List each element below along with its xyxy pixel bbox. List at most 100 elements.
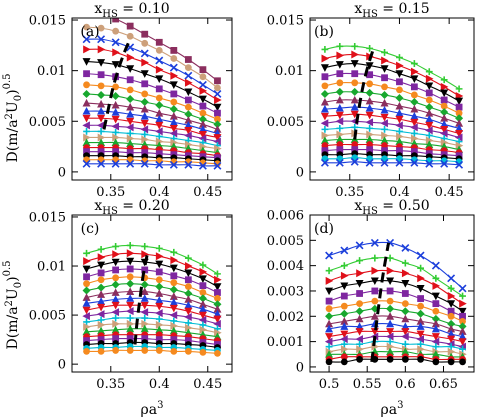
data-point — [141, 319, 149, 328]
data-point — [410, 158, 419, 167]
panel-d: 0.5 0.55 0.6 0.65 0 0.001 0.002 0.003 0.004 0.005… — [267, 209, 475, 392]
data-point — [198, 80, 207, 89]
series-line — [324, 126, 460, 143]
data-point — [141, 314, 149, 322]
data-point — [417, 345, 425, 354]
data-point — [355, 335, 363, 344]
panel-label: (d) — [314, 221, 334, 237]
data-point — [97, 326, 106, 335]
data-point — [431, 324, 440, 333]
panel-b-title: xHS = 0.15 — [354, 1, 429, 20]
data-point — [321, 54, 330, 63]
data-point — [140, 280, 149, 289]
data-point — [365, 96, 374, 105]
data-point — [416, 335, 425, 344]
data-point — [381, 131, 389, 140]
data-point — [371, 254, 379, 262]
data-point — [184, 262, 193, 271]
data-point — [425, 82, 434, 91]
data-point — [184, 276, 192, 284]
data-point — [401, 314, 410, 323]
data-point — [335, 103, 344, 112]
data-point — [97, 35, 106, 44]
data-point — [97, 106, 106, 115]
data-point — [155, 302, 164, 311]
panel-a-title: xHS = 0.10 — [94, 1, 169, 20]
x-tick-label: 0.5 — [319, 377, 340, 392]
data-point — [440, 102, 448, 110]
data-point — [325, 305, 333, 313]
series-line — [86, 151, 218, 159]
data-point — [82, 89, 91, 98]
data-point — [126, 335, 134, 343]
data-point — [447, 274, 456, 283]
data-point — [395, 158, 404, 167]
series-line — [86, 244, 218, 275]
data-point — [340, 292, 348, 300]
series-line — [328, 340, 463, 350]
data-point — [417, 340, 425, 348]
data-point — [396, 128, 403, 135]
data-point — [198, 161, 207, 170]
data-point — [111, 38, 120, 47]
data-point — [111, 115, 120, 124]
data-point — [96, 310, 105, 319]
dashed-curve — [102, 42, 130, 130]
data-point — [458, 332, 467, 340]
data-point — [184, 313, 192, 322]
data-point — [184, 323, 193, 332]
data-point — [355, 279, 364, 288]
data-point — [340, 353, 348, 361]
data-point — [447, 312, 455, 320]
data-point — [184, 254, 192, 262]
series-line — [86, 338, 218, 346]
data-point — [425, 68, 433, 76]
data-point — [126, 130, 134, 137]
data-point — [401, 322, 410, 330]
data-point — [416, 317, 425, 325]
data-point — [82, 293, 91, 301]
series-line — [86, 341, 218, 349]
data-point — [198, 305, 207, 313]
data-point — [365, 111, 374, 120]
data-point — [355, 314, 364, 323]
data-point — [213, 305, 222, 313]
data-point — [356, 257, 363, 264]
data-point — [365, 135, 374, 143]
data-point — [381, 49, 388, 56]
data-point — [335, 87, 344, 96]
panel-b: 0.35 0.4 0.45 0 0.005 0.01 0.015 (b) — [267, 14, 475, 200]
data-point — [410, 91, 418, 99]
data-point — [140, 301, 149, 310]
data-point — [325, 343, 333, 351]
data-point — [213, 134, 222, 142]
data-point — [366, 124, 374, 132]
data-point — [83, 45, 91, 54]
series-line — [324, 153, 460, 160]
data-point — [97, 138, 106, 146]
data-point — [410, 104, 419, 113]
data-point — [169, 160, 178, 169]
x-tick-label: 0.55 — [353, 377, 382, 392]
data-point — [126, 149, 134, 157]
data-point — [386, 287, 394, 295]
data-point — [199, 267, 208, 276]
y-tick-label: 0.001 — [267, 335, 304, 350]
data-point — [366, 130, 374, 139]
series-line — [328, 279, 463, 312]
data-point — [325, 358, 333, 366]
data-point — [386, 254, 394, 262]
panel-d-plot-area — [324, 238, 467, 366]
data-point — [340, 335, 348, 344]
data-point — [111, 308, 120, 317]
data-point — [184, 347, 192, 355]
data-point — [431, 333, 440, 341]
data-point — [336, 79, 344, 87]
series-line — [324, 138, 460, 151]
data-point — [213, 89, 222, 98]
data-point — [82, 299, 91, 307]
data-point — [126, 139, 135, 147]
y-tick-label: 0.015 — [29, 210, 66, 225]
series-line — [328, 269, 463, 305]
